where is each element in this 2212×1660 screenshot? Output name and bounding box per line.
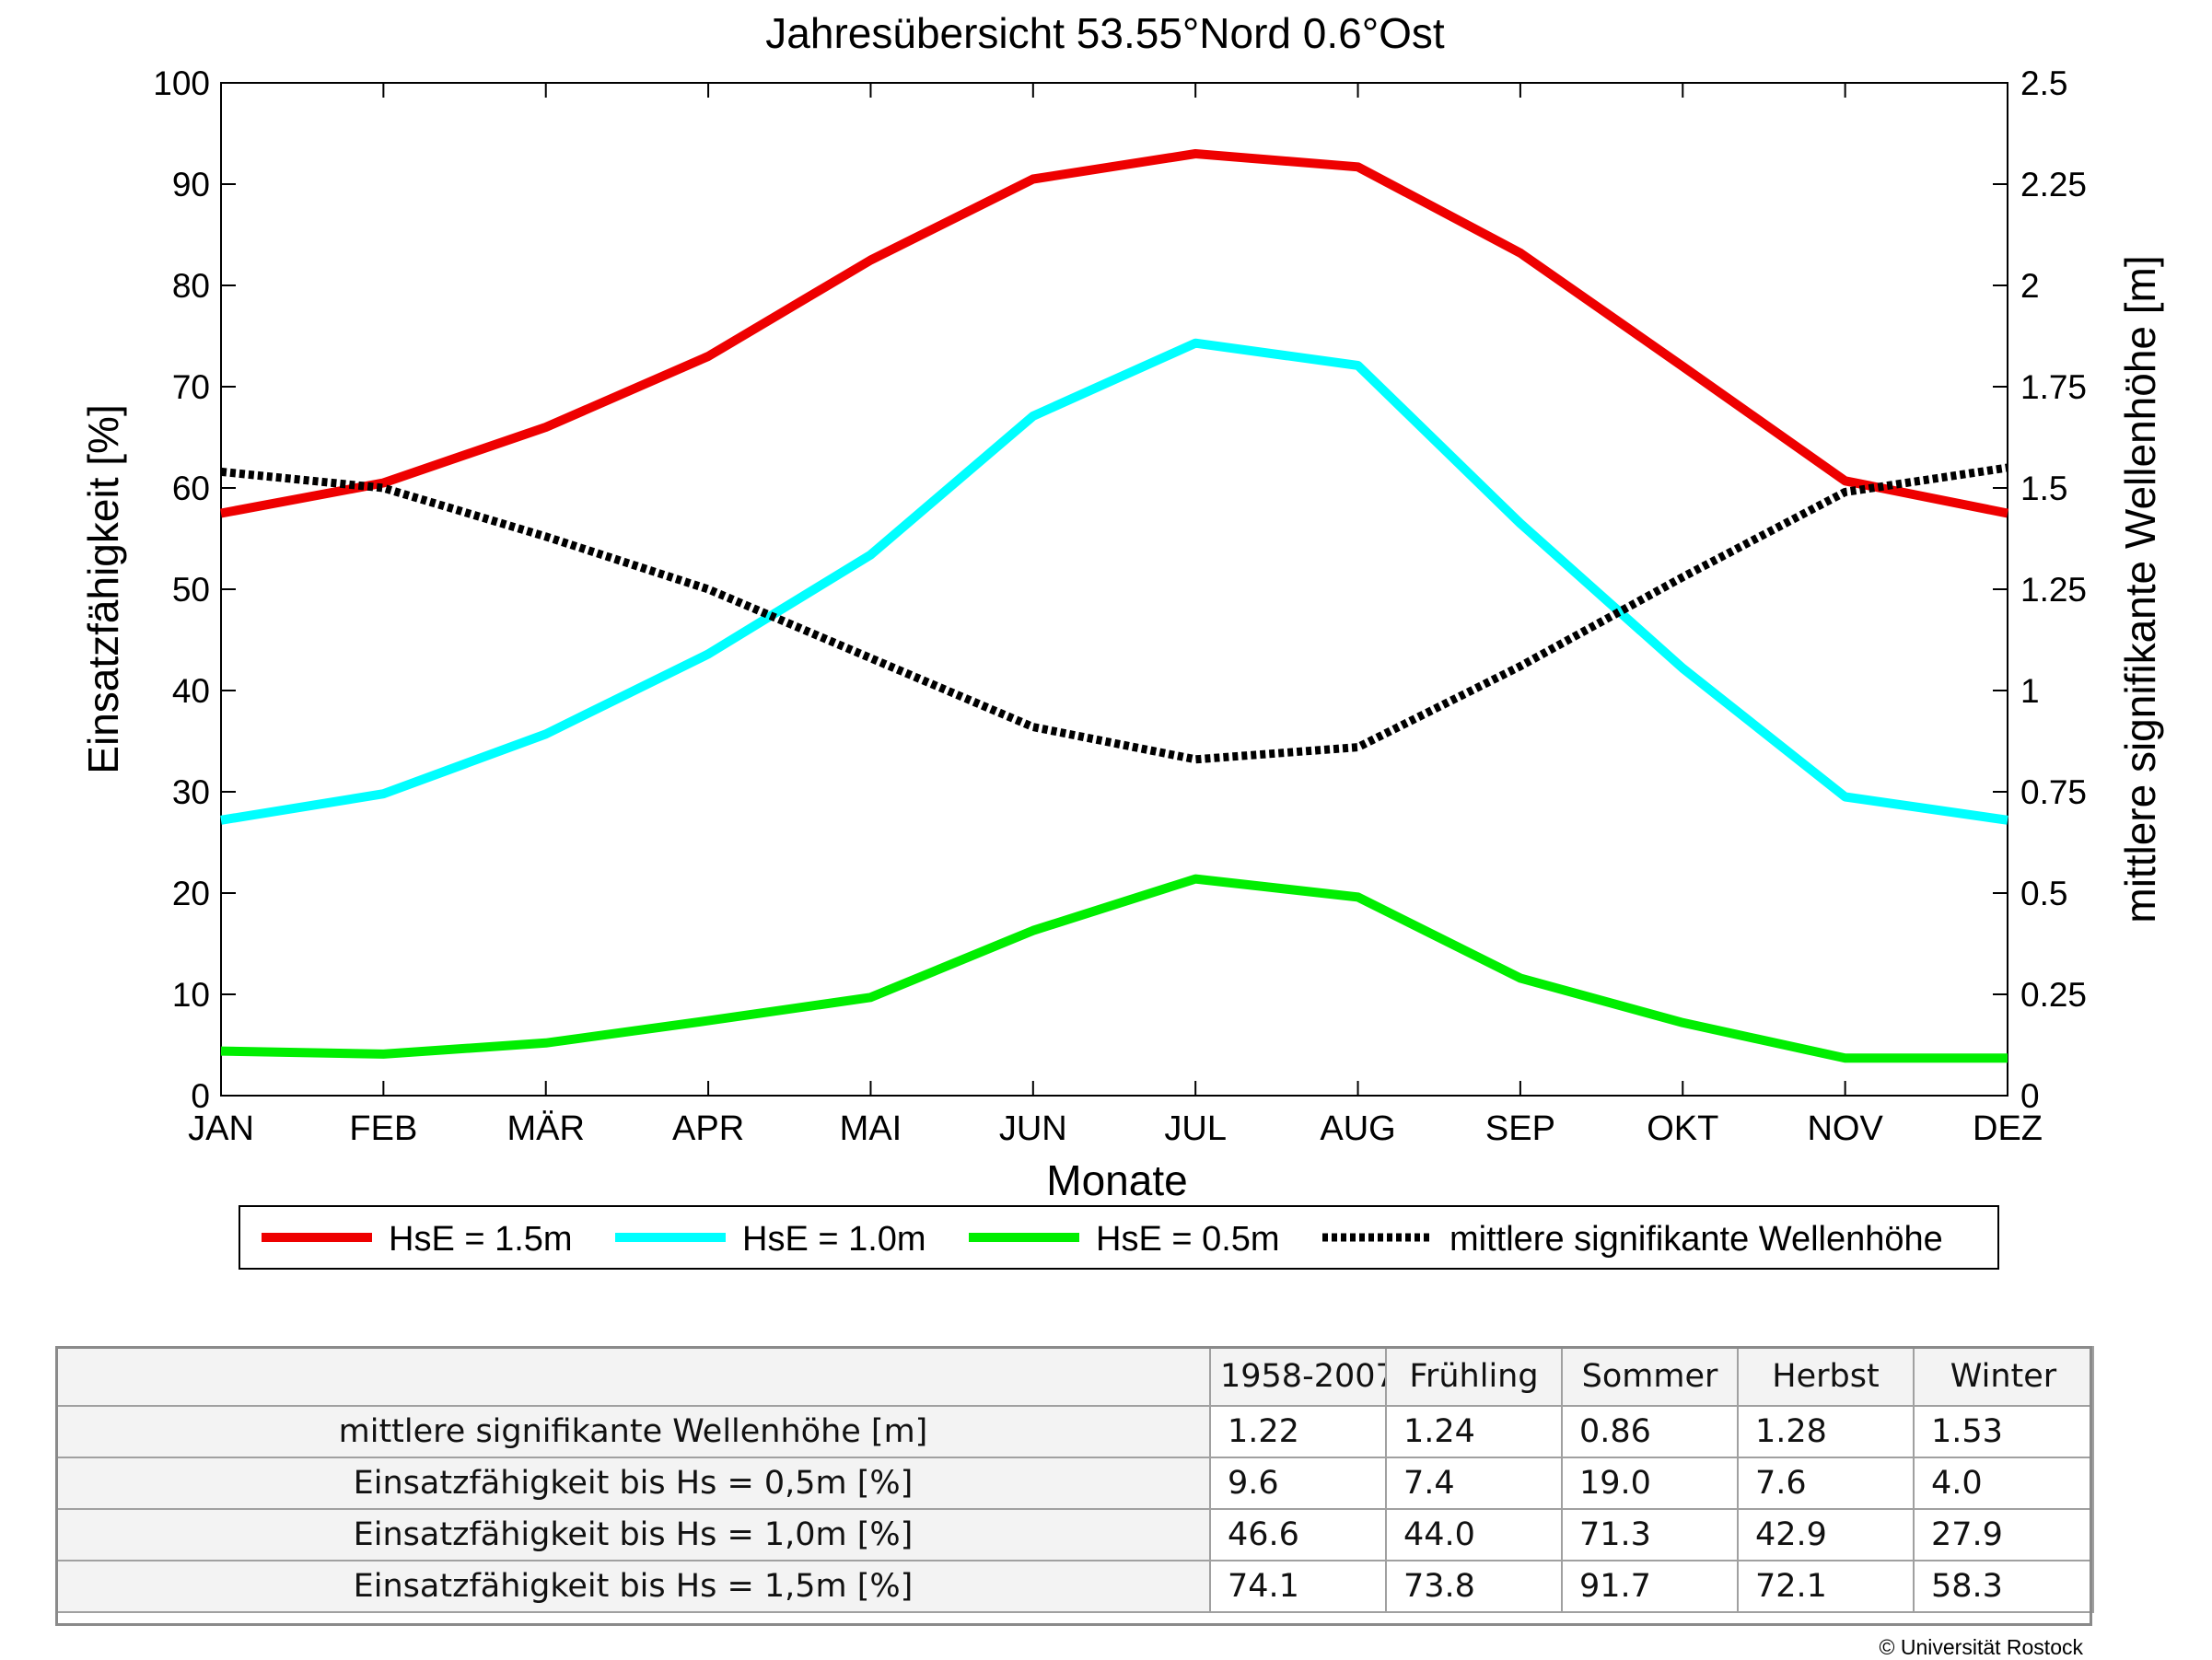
x-tick-label: JAN [188, 1109, 254, 1148]
x-tick-label: JUL [1164, 1109, 1227, 1148]
left-tick-label: 40 [172, 672, 210, 710]
left-tick-label: 10 [172, 976, 210, 1014]
x-tick-label: MÄR [507, 1109, 585, 1148]
table-cell: 4.0 [1913, 1457, 2094, 1510]
statistics-table: 1958-2007 Frühling Sommer Herbst Winter … [55, 1346, 2094, 1613]
left-tick-label: 30 [172, 773, 210, 811]
column-header: Winter [1913, 1346, 2094, 1407]
series-line-1 [220, 338, 2008, 825]
table-cell: 1.53 [1913, 1405, 2094, 1458]
x-tick-label: APR [672, 1109, 744, 1148]
left-tick-label: 80 [172, 267, 210, 305]
x-tick-label: JUN [999, 1109, 1067, 1148]
x-tick-label: MAI [840, 1109, 902, 1148]
copyright-notice: © Universität Rostock [1879, 1635, 2083, 1659]
right-tick-label: 0.75 [2020, 773, 2087, 811]
table-cell: 46.6 [1209, 1508, 1387, 1561]
row-label: Einsatzfähigkeit bis Hs = 1,5m [%] [55, 1560, 1211, 1613]
legend [239, 1205, 1999, 1270]
table-cell: 7.6 [1737, 1457, 1915, 1510]
left-y-axis: 0 10 20 30 40 50 60 70 80 90 100 [153, 64, 236, 1115]
x-axis-label: Monate [1046, 1156, 1187, 1204]
table-cell: 1.22 [1209, 1405, 1387, 1458]
column-header: 1958-2007 [1209, 1346, 1387, 1407]
column-header: Frühling [1385, 1346, 1563, 1407]
left-tick-label: 100 [153, 64, 210, 102]
y2-axis-label: mittlere signifikante Wellenhöhe [m] [2116, 255, 2164, 923]
left-tick-label: 60 [172, 470, 210, 507]
x-tick-label: NOV [1807, 1109, 1883, 1148]
table-cell: 72.1 [1737, 1560, 1915, 1613]
series-line-0 [220, 149, 2008, 518]
row-label: Einsatzfähigkeit bis Hs = 0,5m [%] [55, 1457, 1211, 1510]
legend-items: HsE = 1.5m HsE = 1.0m HsE = 0.5m mittlere s… [262, 1220, 1943, 1259]
column-header: Herbst [1737, 1346, 1915, 1407]
x-axis: JAN FEB MÄR APR MAI JUN JUL AUG SEP OKT NOV DEZ [188, 83, 2043, 1148]
table-corner-cell [55, 1346, 1211, 1407]
series-layer [220, 149, 2008, 1063]
table-cell: 74.1 [1209, 1560, 1387, 1613]
series-line-3 [220, 463, 2008, 764]
x-tick-label: AUG [1320, 1109, 1395, 1148]
table-cell: 27.9 [1913, 1508, 2094, 1561]
legend-label: mittlere signifikante Wellenhöhe [1449, 1220, 1943, 1259]
table-cell: 42.9 [1737, 1508, 1915, 1561]
left-tick-label: 70 [172, 368, 210, 406]
column-header: Sommer [1561, 1346, 1739, 1407]
left-tick-label: 0 [191, 1077, 210, 1115]
row-label: mittlere signifikante Wellenhöhe [m] [55, 1405, 1211, 1458]
table-cell: 73.8 [1385, 1560, 1563, 1613]
table-cell: 0.86 [1561, 1405, 1739, 1458]
x-tick-label: DEZ [1973, 1109, 2043, 1148]
right-tick-label: 2.5 [2020, 64, 2067, 102]
right-tick-label: 0.25 [2020, 976, 2087, 1014]
table-row: Einsatzfähigkeit bis Hs = 1,5m [%] 74.1 … [55, 1560, 2094, 1613]
table-row: Einsatzfähigkeit bis Hs = 0,5m [%] 9.6 7… [55, 1457, 2094, 1510]
table-header-row: 1958-2007 Frühling Sommer Herbst Winter [55, 1346, 2094, 1407]
left-tick-label: 90 [172, 166, 210, 203]
right-tick-label: 0 [2020, 1077, 2040, 1115]
right-tick-label: 1.25 [2020, 571, 2087, 609]
series-line-2 [220, 874, 2008, 1063]
y-axis-label: Einsatzfähigkeit [%] [79, 404, 127, 773]
right-tick-label: 0.5 [2020, 875, 2067, 912]
right-tick-label: 1 [2020, 672, 2040, 710]
plot-area [220, 82, 2008, 1097]
table-cell: 9.6 [1209, 1457, 1387, 1510]
right-tick-label: 2.25 [2020, 166, 2087, 203]
annual-overview-chart: Jahresübersicht 53.55°Nord 0.6°Ost 01020… [79, 9, 2164, 1270]
table-row: mittlere signifikante Wellenhöhe [m] 1.2… [55, 1405, 2094, 1458]
table-row: Einsatzfähigkeit bis Hs = 1,0m [%] 46.6 … [55, 1508, 2094, 1561]
table-cell: 44.0 [1385, 1508, 1563, 1561]
legend-label: HsE = 1.0m [742, 1220, 926, 1259]
table-cell: 1.28 [1737, 1405, 1915, 1458]
left-tick-label: 50 [172, 571, 210, 609]
right-tick-label: 2 [2020, 267, 2040, 305]
right-tick-label: 1.5 [2020, 470, 2067, 507]
right-y-axis: 0 0.25 0.5 0.75 1 1.25 1.5 1.75 2 2.25 2.5 [1993, 64, 2087, 1115]
table-cell: 58.3 [1913, 1560, 2094, 1613]
table-cell: 7.4 [1385, 1457, 1563, 1510]
x-tick-label: OKT [1647, 1109, 1718, 1148]
x-tick-label: SEP [1485, 1109, 1555, 1148]
table-cell: 19.0 [1561, 1457, 1739, 1510]
table-cell: 71.3 [1561, 1508, 1739, 1561]
x-tick-label: FEB [349, 1109, 417, 1148]
row-label: Einsatzfähigkeit bis Hs = 1,0m [%] [55, 1508, 1211, 1561]
right-tick-label: 1.75 [2020, 368, 2087, 406]
legend-label: HsE = 1.5m [389, 1220, 573, 1259]
table-cell: 1.24 [1385, 1405, 1563, 1458]
table-cell: 91.7 [1561, 1560, 1739, 1613]
legend-label: HsE = 0.5m [1096, 1220, 1280, 1259]
chart-title: Jahresübersicht 53.55°Nord 0.6°Ost [765, 9, 1445, 57]
left-tick-label: 20 [172, 875, 210, 912]
